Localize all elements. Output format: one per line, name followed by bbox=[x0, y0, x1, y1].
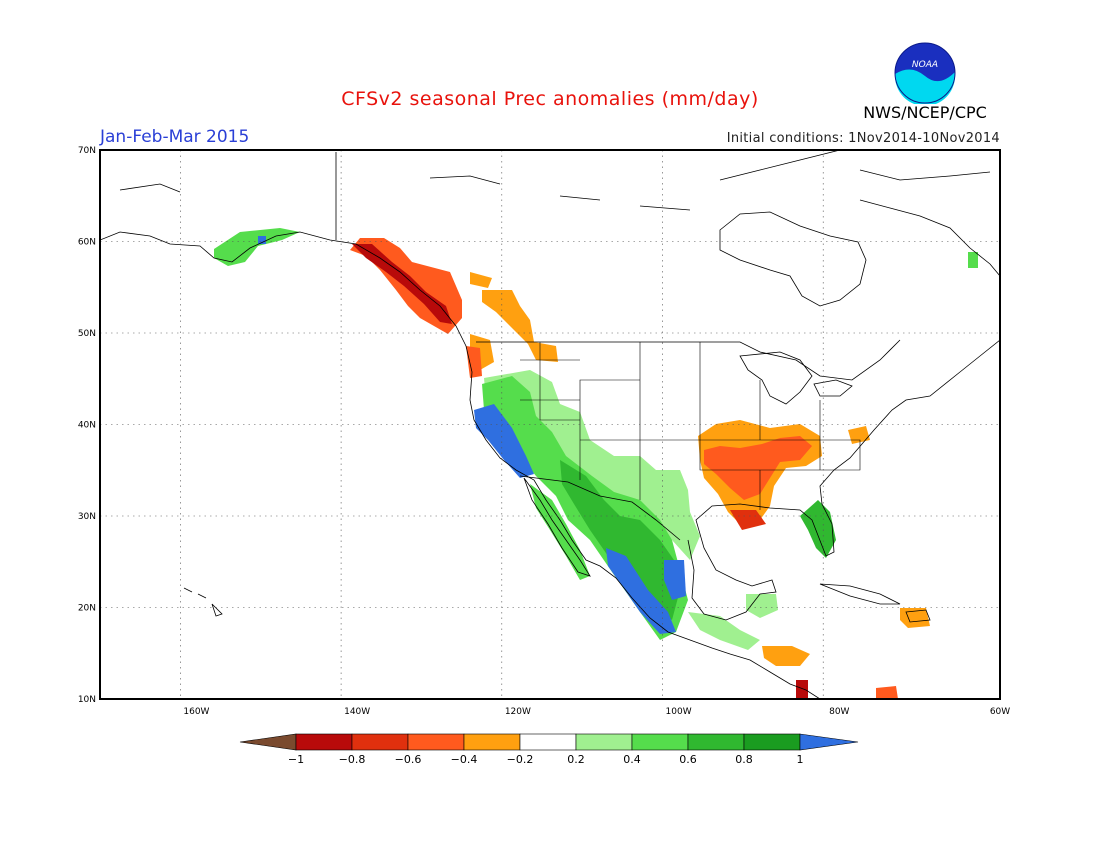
colorbar-segment bbox=[407, 733, 465, 751]
colorbar-label: 0.2 bbox=[567, 753, 585, 766]
anomaly-caribbean-orange bbox=[900, 608, 930, 628]
lon-tick-label: 140W bbox=[344, 707, 370, 717]
noaa-logo: NOAA bbox=[894, 42, 956, 104]
lat-tick-label: 50N bbox=[78, 329, 96, 339]
latitude-labels: 70N 60N 50N 40N 30N 20N 10N bbox=[78, 146, 96, 705]
great-lakes bbox=[739, 351, 853, 405]
lat-tick-label: 10N bbox=[78, 695, 96, 705]
anomaly-mexico-coast-blue bbox=[606, 548, 676, 634]
lat-tick-label: 40N bbox=[78, 421, 96, 431]
colorbar-label: 0.6 bbox=[679, 753, 697, 766]
colorbar-segment bbox=[631, 733, 689, 751]
anomaly-mexico-dark-green bbox=[560, 460, 680, 620]
colorbar-segment bbox=[687, 733, 745, 751]
longitude-labels: 160W 140W 120W 100W 80W 60W bbox=[183, 707, 1010, 717]
border-us-mexico bbox=[519, 475, 681, 541]
colorbar-label: −1 bbox=[288, 753, 304, 766]
colorbar-left-arrow bbox=[239, 733, 297, 751]
anomaly-yucatan bbox=[746, 594, 778, 618]
anomaly-florida-green bbox=[800, 500, 836, 558]
anomaly-nw-bc bbox=[470, 272, 492, 288]
colorbar-segment bbox=[351, 733, 409, 751]
anomaly-sierra-madre-blue bbox=[664, 560, 686, 600]
anomaly-layer bbox=[214, 228, 978, 699]
anomaly-interior-bc bbox=[482, 290, 558, 362]
lon-tick-label: 160W bbox=[183, 707, 209, 717]
colorbar-segment bbox=[295, 733, 353, 751]
coastline-cuba bbox=[819, 583, 901, 605]
anomaly-central-america-orange bbox=[762, 646, 810, 666]
anomaly-east-coast-orange bbox=[848, 426, 870, 444]
coastline-gulf bbox=[687, 339, 1000, 621]
coastline-arctic bbox=[119, 150, 991, 211]
lat-tick-label: 70N bbox=[78, 146, 96, 156]
colorbar-label: −0.4 bbox=[451, 753, 478, 766]
anomaly-alaska-coast bbox=[214, 228, 300, 266]
coastline-hispaniola bbox=[905, 609, 931, 623]
colorbar-label: −0.8 bbox=[339, 753, 366, 766]
anomaly-panama-dark bbox=[796, 680, 808, 699]
colorbar-segment bbox=[575, 733, 633, 751]
map-title: CFSv2 seasonal Prec anomalies (mm/day) bbox=[341, 88, 759, 110]
border-us-canada bbox=[335, 152, 901, 381]
anomaly-panhandle-dark bbox=[352, 244, 452, 324]
colorbar-segment bbox=[519, 733, 577, 751]
anomaly-louisiana-red bbox=[730, 510, 766, 530]
lon-tick-label: 60W bbox=[990, 707, 1010, 717]
lat-tick-label: 20N bbox=[78, 604, 96, 614]
colorbar-label: −0.2 bbox=[507, 753, 534, 766]
colorbar-right-arrow bbox=[799, 733, 859, 751]
anomaly-midsouth-red bbox=[704, 436, 812, 500]
state-lines bbox=[520, 342, 861, 510]
anomaly-ca-coast-blue bbox=[474, 404, 534, 478]
anomaly-wa-coast bbox=[466, 346, 482, 378]
colorbar-label: −0.6 bbox=[395, 753, 422, 766]
coastline-west bbox=[100, 231, 821, 699]
colorbar-segment bbox=[743, 733, 801, 751]
coastline-hudson bbox=[719, 211, 867, 307]
colorbar-label: 0.4 bbox=[623, 753, 641, 766]
colorbar-label: 0.8 bbox=[735, 753, 753, 766]
coastline-hawaii bbox=[183, 587, 223, 617]
initial-conditions-label: Initial conditions: 1Nov2014-10Nov2014 bbox=[726, 131, 1000, 146]
season-label: Jan-Feb-Mar 2015 bbox=[100, 127, 250, 147]
anomaly-alaska-blue bbox=[258, 236, 266, 244]
anomaly-central-america-green bbox=[688, 612, 760, 650]
colorbar-segment bbox=[463, 733, 521, 751]
lon-tick-label: 100W bbox=[666, 707, 692, 717]
anomaly-colombia-red bbox=[876, 686, 898, 699]
lon-tick-label: 80W bbox=[829, 707, 849, 717]
map-outlines bbox=[100, 150, 1000, 699]
noaa-logo-text: NOAA bbox=[912, 60, 938, 70]
lon-tick-label: 120W bbox=[505, 707, 531, 717]
colorbar: −1 −0.8 −0.6 −0.4 −0.2 0.2 0.4 0.6 0.8 1 bbox=[239, 733, 859, 766]
lat-tick-label: 60N bbox=[78, 238, 96, 248]
agency-label: NWS/NCEP/CPC bbox=[863, 103, 987, 122]
map-gridlines bbox=[100, 150, 1000, 699]
coastline-baja bbox=[523, 477, 591, 577]
colorbar-label: 1 bbox=[797, 753, 804, 766]
map-frame bbox=[99, 149, 1001, 700]
coastline-labrador bbox=[859, 199, 1000, 277]
anomaly-labrador-green bbox=[968, 252, 978, 268]
lat-tick-label: 30N bbox=[78, 512, 96, 522]
